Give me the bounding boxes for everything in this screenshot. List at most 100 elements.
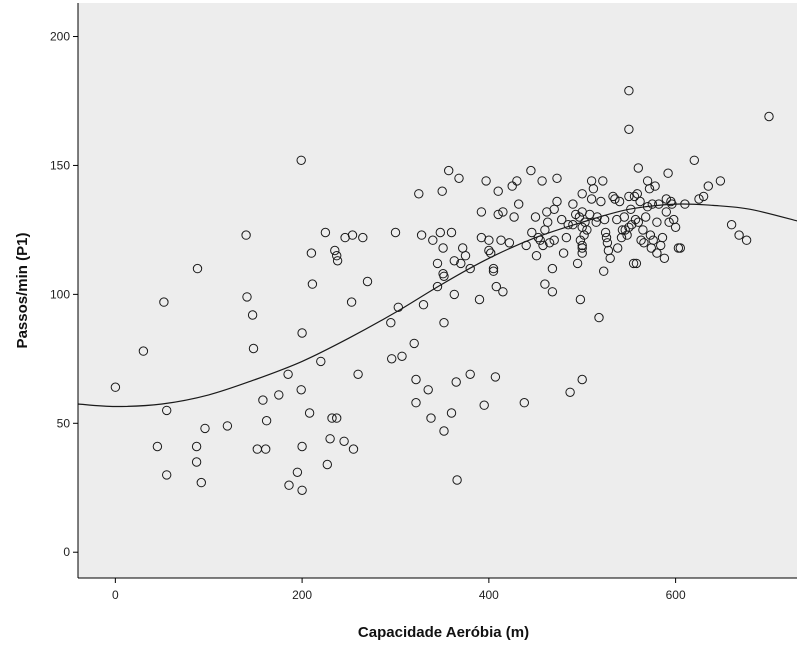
data-point — [346, 297, 357, 307]
data-point — [418, 300, 429, 310]
data-point — [579, 230, 589, 240]
fit-line — [77, 203, 797, 408]
data-point — [594, 312, 604, 323]
data-point — [574, 212, 585, 222]
data-point — [703, 181, 713, 191]
data-point — [191, 457, 202, 467]
data-point — [316, 356, 326, 367]
data-point — [387, 354, 397, 364]
data-point — [327, 413, 337, 423]
data-point — [614, 196, 625, 207]
data-point — [635, 196, 645, 207]
data-point — [438, 243, 448, 253]
y-tick-label: 100 — [50, 287, 70, 301]
data-point — [537, 176, 547, 186]
data-point — [362, 276, 373, 287]
data-point — [694, 194, 704, 204]
y-tick-label: 0 — [63, 545, 70, 559]
data-point — [439, 271, 449, 281]
data-point — [552, 173, 562, 184]
data-point — [284, 480, 294, 490]
data-point — [490, 372, 501, 382]
data-point — [661, 194, 671, 204]
data-point — [657, 232, 668, 243]
data-point — [437, 186, 447, 196]
data-point — [449, 289, 459, 300]
data-point — [474, 294, 485, 305]
data-point — [416, 230, 427, 240]
data-point — [645, 230, 656, 240]
data-point — [435, 227, 445, 238]
data-point — [152, 441, 163, 452]
data-point — [247, 310, 258, 320]
data-point — [582, 225, 592, 235]
data-point — [498, 207, 508, 217]
data-point — [600, 227, 611, 238]
data-point — [390, 227, 401, 238]
data-point — [596, 196, 606, 207]
data-point — [393, 302, 403, 312]
data-point — [297, 485, 307, 495]
data-point — [504, 238, 515, 248]
data-point — [557, 214, 567, 225]
data-point — [320, 227, 331, 238]
data-point — [629, 191, 640, 202]
data-point — [638, 225, 648, 235]
data-point — [628, 258, 639, 269]
data-point — [538, 240, 548, 251]
y-tick-label: 150 — [50, 158, 70, 172]
data-point — [242, 292, 252, 302]
data-point — [138, 346, 149, 356]
data-point — [617, 225, 628, 235]
data-point — [605, 253, 615, 263]
data-point — [292, 467, 303, 477]
data-point — [648, 235, 658, 245]
data-point — [451, 377, 461, 387]
data-point — [332, 251, 342, 261]
data-point — [456, 258, 466, 269]
data-point — [296, 385, 306, 395]
x-tick-label: 400 — [479, 588, 499, 602]
y-tick-label: 200 — [50, 30, 70, 44]
data-point — [512, 176, 522, 186]
data-point — [465, 369, 475, 379]
data-point — [353, 369, 363, 379]
data-point — [641, 212, 651, 222]
data-point — [565, 387, 575, 397]
data-point — [602, 238, 613, 248]
data-point — [358, 232, 368, 243]
data-point — [446, 408, 457, 418]
data-point — [572, 258, 583, 269]
data-point — [650, 181, 660, 191]
data-point — [439, 426, 449, 436]
data-point — [659, 253, 670, 263]
x-axis: 0 200 400 600 — [112, 578, 686, 602]
data-point — [598, 176, 608, 186]
data-point — [484, 245, 494, 256]
data-point — [162, 470, 172, 480]
data-point — [531, 251, 542, 261]
y-tick-label: 50 — [57, 416, 71, 430]
data-point — [636, 235, 646, 245]
x-tick-label: 600 — [666, 588, 686, 602]
data-point — [577, 374, 587, 385]
data-point — [661, 207, 671, 217]
data-point — [652, 217, 662, 227]
data-point — [577, 189, 587, 199]
data-point — [493, 209, 503, 220]
data-point — [460, 251, 471, 261]
data-point — [630, 214, 641, 225]
y-axis-title: Passos/min (P1) — [14, 233, 31, 349]
data-point — [423, 385, 433, 395]
data-point — [544, 238, 555, 248]
data-point — [741, 235, 752, 245]
data-point — [624, 191, 634, 202]
data-point — [491, 281, 501, 292]
data-point — [162, 405, 172, 416]
data-point — [613, 243, 623, 253]
data-point — [339, 436, 349, 446]
data-point — [479, 400, 489, 410]
data-point — [577, 248, 587, 258]
data-point — [452, 475, 462, 485]
data-point — [507, 181, 517, 191]
